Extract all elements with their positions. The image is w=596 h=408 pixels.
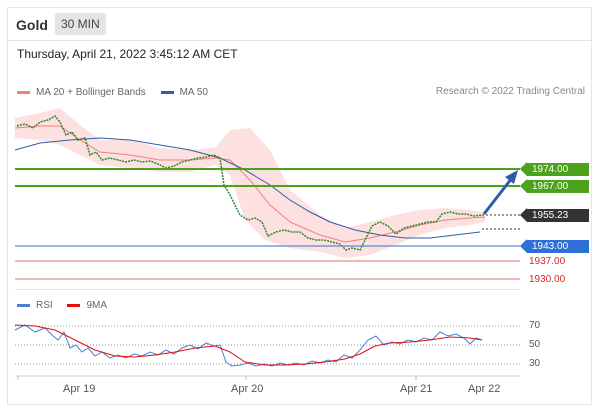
x-label-apr22: Apr 22 — [468, 383, 501, 395]
bollinger-band — [15, 108, 485, 258]
resistance-label-1: 1974.00 — [527, 163, 589, 176]
rsi-tick-70: 70 — [529, 320, 541, 331]
legend-item-ma50: MA 50 — [160, 87, 208, 98]
legend-label: RSI — [36, 300, 53, 311]
rsi-legend: RSI 9MA — [17, 299, 119, 311]
legend-swatch-icon — [160, 91, 174, 94]
legend-label: MA 20 + Bollinger Bands — [36, 87, 146, 98]
rsi-line — [14, 324, 483, 367]
legend-item-9ma: 9MA — [67, 300, 107, 311]
price-legend: MA 20 + Bollinger Bands MA 50 — [17, 86, 220, 98]
research-credit: Research © 2022 Trading Central — [435, 86, 585, 97]
panel-divider — [15, 289, 520, 290]
legend-item-bollinger: MA 20 + Bollinger Bands — [17, 87, 146, 98]
legend-label: MA 50 — [179, 87, 208, 98]
timestamp: Thursday, April 21, 2022 3:45:12 AM CET — [17, 47, 238, 61]
rsi-tick-50: 50 — [529, 339, 541, 350]
legend-swatch-icon — [17, 91, 30, 94]
ma20-line — [14, 125, 486, 243]
price-candles — [16, 115, 483, 251]
forecast-arrow — [482, 177, 514, 215]
support-label-3: 1930.00 — [529, 274, 566, 285]
x-label-apr19: Apr 19 — [63, 383, 96, 395]
x-label-apr21: Apr 21 — [400, 383, 433, 395]
rsi-9ma-line — [14, 324, 483, 366]
support-label-1: 1943.00 — [527, 240, 589, 253]
level-marker-icon — [520, 239, 527, 253]
support-label-2: 1937.00 — [529, 256, 566, 267]
arrow-head-icon — [505, 170, 518, 184]
price-marker-icon — [520, 208, 527, 222]
instrument-title: Gold — [16, 17, 48, 33]
resistance-label-2: 1967.00 — [527, 180, 589, 193]
current-price-label: 1955.23 — [527, 209, 589, 222]
rsi-tick-30: 30 — [529, 358, 541, 369]
legend-swatch-icon — [17, 304, 30, 307]
legend-label: 9MA — [86, 300, 108, 311]
legend-swatch-icon — [67, 304, 81, 307]
legend-item-rsi: RSI — [17, 300, 53, 311]
interval-badge[interactable]: 30 MIN — [55, 13, 106, 35]
x-label-apr20: Apr 20 — [231, 383, 264, 395]
widget-header: Gold 30 MIN — [8, 8, 591, 41]
level-marker-icon — [520, 179, 527, 193]
level-marker-icon — [520, 162, 527, 176]
